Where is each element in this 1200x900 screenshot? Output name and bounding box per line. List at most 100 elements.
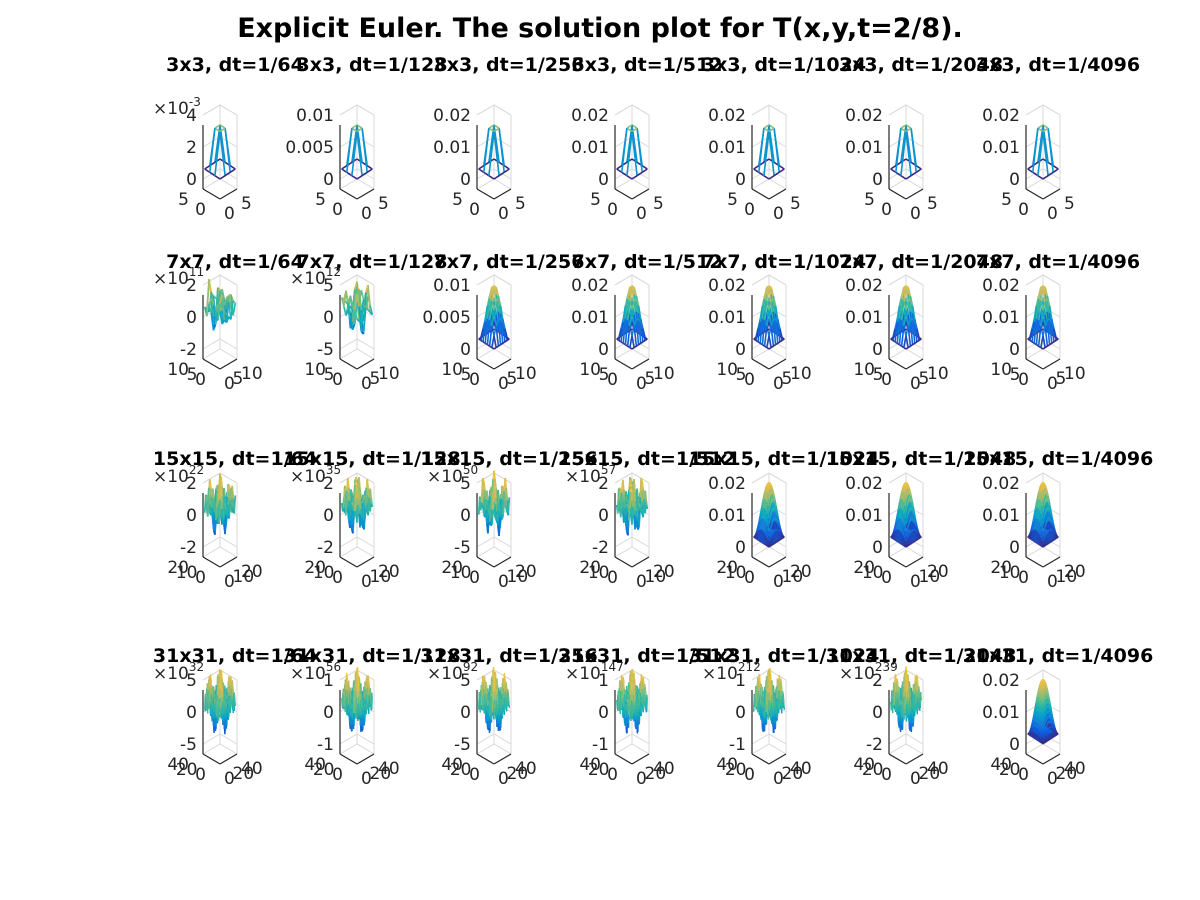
surface-line <box>900 326 905 347</box>
surface-line <box>908 498 911 501</box>
surface-line <box>1040 505 1043 515</box>
surface-line <box>503 168 510 174</box>
z-tick-label: 0 <box>872 340 883 360</box>
surface-line <box>629 488 632 493</box>
surface-line <box>491 509 494 518</box>
surface-line <box>621 128 628 173</box>
surface-line <box>1040 346 1044 350</box>
surface-line <box>212 500 215 504</box>
surface-line <box>369 311 373 316</box>
surface-line <box>906 526 909 531</box>
surface-line <box>911 502 914 508</box>
surface-line <box>766 486 769 493</box>
surface-line <box>496 504 499 523</box>
x-axis <box>888 188 907 200</box>
x-tick-label: 5 <box>452 190 463 210</box>
surface-line <box>905 540 908 544</box>
surface-line <box>770 522 773 527</box>
surface-line <box>359 499 362 510</box>
z-gridline <box>339 274 375 286</box>
surface-line <box>359 510 362 515</box>
surface-line <box>364 296 369 308</box>
surface-line <box>769 513 772 519</box>
floor-back-edge <box>888 178 924 190</box>
surface-line <box>493 326 497 337</box>
surface-line <box>491 309 495 327</box>
surface-line <box>501 499 504 518</box>
surface-line <box>1040 494 1043 502</box>
surface-line <box>768 346 772 350</box>
surface-line <box>903 285 907 288</box>
surface-line <box>771 520 774 524</box>
x-tick-label: 5 <box>873 365 884 385</box>
surface-line <box>776 519 779 523</box>
surface-line <box>361 171 368 177</box>
surface-line <box>497 318 501 321</box>
x-tick-label: 0 <box>744 200 755 220</box>
surface-line <box>776 513 779 519</box>
surface-line <box>757 321 762 342</box>
surface-line <box>772 298 777 306</box>
x-tick-label: 5 <box>599 365 610 385</box>
surface-line <box>220 514 223 518</box>
surface-line <box>219 127 226 133</box>
surface-line <box>907 298 911 302</box>
z-exponent-value: 22 <box>189 463 204 477</box>
surface-line <box>775 540 778 544</box>
surface-line <box>772 507 775 510</box>
surface-line <box>224 128 231 166</box>
surface-line <box>759 318 764 344</box>
surface-line <box>639 489 642 498</box>
surface-line <box>346 171 353 177</box>
surface-line <box>1043 526 1046 531</box>
surface-line <box>767 524 770 531</box>
surface-line <box>781 338 785 342</box>
surface-line <box>641 164 648 170</box>
surface-line <box>1035 320 1040 345</box>
surface-line <box>1040 285 1044 288</box>
surface-line <box>500 513 503 518</box>
surface-line <box>1037 174 1044 180</box>
z-gridline <box>751 168 787 180</box>
z-tick-label: -5 <box>317 340 334 360</box>
surface-line <box>769 485 772 488</box>
z-gridline <box>751 274 787 286</box>
surface-line <box>910 499 913 503</box>
y-tick-label: 0 <box>910 204 921 224</box>
z-tick-label: 0 <box>1009 170 1020 190</box>
z-tick-label: 0 <box>872 170 883 190</box>
surface-line <box>506 511 510 516</box>
y-tick-label: 10 <box>653 364 675 384</box>
z-tick-label: 0 <box>735 538 746 558</box>
surface-line <box>493 499 496 502</box>
surface-line <box>772 318 776 321</box>
surface-line <box>770 490 773 493</box>
surface-line <box>490 491 493 494</box>
surface-line <box>1051 521 1054 525</box>
surface-line <box>906 537 909 541</box>
surface-line <box>773 499 776 503</box>
z-tick-label: 0 <box>1009 538 1020 558</box>
y-axis <box>493 188 512 200</box>
surface-line <box>495 298 499 302</box>
y-tick-label: 5 <box>378 194 389 214</box>
floor-back-edge <box>476 546 512 558</box>
surface-line <box>341 168 348 174</box>
surface-line <box>1046 542 1049 546</box>
z-tick-label: 0.01 <box>433 276 471 296</box>
surface-line <box>1051 341 1055 344</box>
surface-line <box>763 326 768 347</box>
surface-line <box>629 335 633 348</box>
surface-line <box>224 171 231 177</box>
x-tick-label: 5 <box>178 190 189 210</box>
surface-line <box>1037 124 1044 129</box>
z-tick-label: 0.01 <box>982 506 1020 526</box>
surface-line <box>229 164 236 170</box>
surface-line <box>906 491 909 496</box>
surface-line <box>504 328 508 338</box>
x-axis <box>614 358 633 370</box>
surface-line <box>780 532 783 536</box>
